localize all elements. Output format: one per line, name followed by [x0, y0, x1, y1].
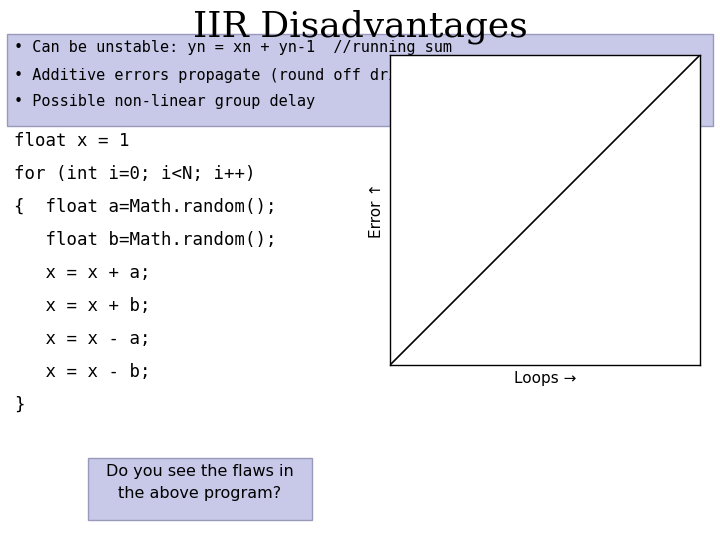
X-axis label: Loops →: Loops →: [514, 370, 576, 386]
FancyBboxPatch shape: [88, 458, 312, 520]
Text: Do you see the flaws in
the above program?: Do you see the flaws in the above progra…: [106, 464, 294, 501]
Text: • Additive errors propagate (round off drift): • Additive errors propagate (round off d…: [14, 68, 425, 83]
FancyBboxPatch shape: [7, 34, 713, 126]
Text: for (int i=0; i<N; i++): for (int i=0; i<N; i++): [14, 165, 256, 183]
Text: float x = 1: float x = 1: [14, 132, 130, 150]
Text: x = x - b;: x = x - b;: [14, 363, 150, 381]
Text: • Can be unstable: yn = xn + yn-1  //running sum: • Can be unstable: yn = xn + yn-1 //runn…: [14, 40, 452, 55]
Y-axis label: Error ↑: Error ↑: [369, 183, 384, 238]
Text: x = x + b;: x = x + b;: [14, 297, 150, 315]
Text: IIR Disadvantages: IIR Disadvantages: [193, 10, 527, 44]
Text: float b=Math.random();: float b=Math.random();: [14, 231, 276, 249]
Text: x = x - a;: x = x - a;: [14, 330, 150, 348]
Text: x = x + a;: x = x + a;: [14, 264, 150, 282]
Text: • Possible non-linear group delay: • Possible non-linear group delay: [14, 94, 315, 109]
Text: {  float a=Math.random();: { float a=Math.random();: [14, 198, 276, 216]
Text: }: }: [14, 396, 24, 414]
